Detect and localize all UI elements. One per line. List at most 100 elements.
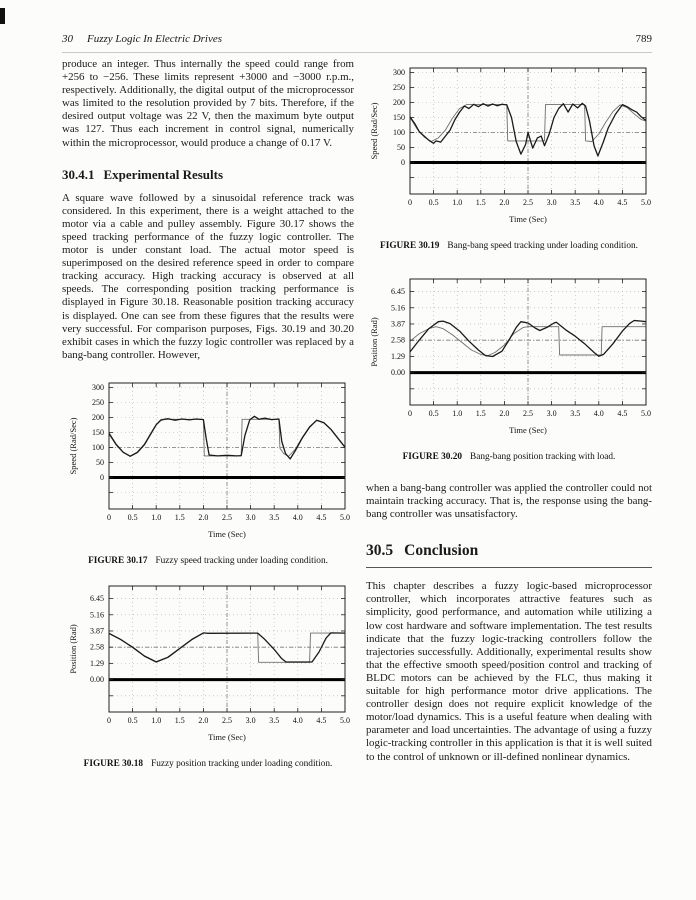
svg-text:6.45: 6.45 — [391, 287, 405, 296]
svg-text:3.87: 3.87 — [90, 626, 104, 635]
svg-text:1.5: 1.5 — [175, 513, 185, 522]
svg-text:200: 200 — [92, 413, 104, 422]
svg-text:3.0: 3.0 — [547, 198, 557, 207]
svg-text:3.0: 3.0 — [547, 409, 557, 418]
svg-text:1.0: 1.0 — [452, 198, 462, 207]
svg-text:2.0: 2.0 — [499, 409, 509, 418]
svg-text:3.5: 3.5 — [269, 716, 279, 725]
paragraph-bangbang: when a bang-bang controller was applied … — [366, 482, 652, 521]
svg-text:Speed (Rad/Sec): Speed (Rad/Sec) — [369, 102, 379, 159]
figure-caption: FIGURE 30.17 Fuzzy speed tracking under l… — [62, 556, 354, 566]
svg-text:0: 0 — [401, 158, 405, 167]
paragraph-intro: produce an integer. Thus internally the … — [62, 58, 354, 149]
svg-text:4.5: 4.5 — [617, 198, 627, 207]
svg-text:5.0: 5.0 — [641, 409, 651, 418]
svg-text:4.0: 4.0 — [594, 409, 604, 418]
svg-text:2.58: 2.58 — [391, 336, 405, 345]
paragraph-experimental: A square wave followed by a sinusoidal r… — [62, 191, 354, 361]
svg-text:2.0: 2.0 — [198, 716, 208, 725]
svg-text:4.0: 4.0 — [293, 513, 303, 522]
figure-30-18: 0 0.5 1.0 1.5 2.0 2.5 3.0 3.5 4.0 4.5 5.0 6.45 5.16 3… — [62, 578, 354, 769]
svg-text:Speed (Rad/Sec): Speed (Rad/Sec) — [68, 417, 78, 474]
svg-text:1.5: 1.5 — [476, 198, 486, 207]
svg-text:150: 150 — [92, 428, 104, 437]
svg-text:5.0: 5.0 — [340, 716, 350, 725]
fig19-chart: 0 0.5 1.0 1.5 2.0 2.5 3.0 3.5 4.0 4.5 5.0 300 250 200… — [366, 60, 652, 235]
section-number: 30.5 — [366, 542, 394, 560]
svg-text:3.5: 3.5 — [269, 513, 279, 522]
figure-caption-text: Bang-bang position tracking with load. — [470, 452, 616, 462]
svg-text:5.0: 5.0 — [340, 513, 350, 522]
svg-text:100: 100 — [92, 443, 104, 452]
figure-caption: FIGURE 30.19 Bang-bang speed tracking und… — [366, 241, 652, 251]
svg-text:6.45: 6.45 — [90, 594, 104, 603]
svg-text:Position (Rad): Position (Rad) — [68, 624, 78, 674]
svg-text:5.16: 5.16 — [90, 610, 104, 619]
svg-text:4.0: 4.0 — [293, 716, 303, 725]
svg-text:Position (Rad): Position (Rad) — [369, 317, 379, 367]
svg-text:0.5: 0.5 — [429, 198, 439, 207]
page-content: produce an integer. Thus internally the … — [62, 58, 652, 769]
svg-text:150: 150 — [393, 113, 405, 122]
svg-text:4.5: 4.5 — [316, 716, 326, 725]
figure-30-20: 0 0.5 1.0 1.5 2.0 2.5 3.0 3.5 4.0 4.5 5.0 6.45 5.16 3… — [366, 271, 652, 462]
figure-caption: FIGURE 30.18 Fuzzy position tracking unde… — [62, 759, 354, 769]
svg-text:2.5: 2.5 — [222, 513, 232, 522]
section-heading-30-5: 30.5 Conclusion — [366, 542, 652, 569]
figure-30-17: 0 0.5 1.0 1.5 2.0 2.5 3.0 3.5 4.0 4.5 5.0 300 250 200… — [62, 375, 354, 566]
svg-text:0: 0 — [408, 409, 412, 418]
svg-text:Time (Sec): Time (Sec) — [509, 425, 547, 435]
section-heading-30-4-1: 30.4.1 Experimental Results — [62, 167, 354, 183]
svg-text:3.87: 3.87 — [391, 319, 405, 328]
chapter-title: Fuzzy Logic In Electric Drives — [87, 33, 223, 45]
figure-label: FIGURE 30.17 — [88, 555, 148, 566]
fig17-chart: 0 0.5 1.0 1.5 2.0 2.5 3.0 3.5 4.0 4.5 5.0 300 250 200… — [62, 375, 354, 550]
figure-label: FIGURE 30.20 — [402, 452, 463, 462]
svg-text:0.00: 0.00 — [90, 675, 104, 684]
section-title: Conclusion — [404, 542, 479, 560]
svg-text:2.5: 2.5 — [523, 409, 533, 418]
svg-text:2.0: 2.0 — [499, 198, 509, 207]
svg-text:200: 200 — [393, 98, 405, 107]
fig20-chart: 0 0.5 1.0 1.5 2.0 2.5 3.0 3.5 4.0 4.5 5.0 6.45 5.16 3… — [366, 271, 652, 446]
svg-text:0: 0 — [107, 716, 111, 725]
svg-text:0.5: 0.5 — [429, 409, 439, 418]
svg-text:3.5: 3.5 — [570, 409, 580, 418]
figure-caption-text: Fuzzy position tracking under loading co… — [151, 758, 333, 769]
svg-text:2.5: 2.5 — [523, 198, 533, 207]
svg-text:Time (Sec): Time (Sec) — [208, 529, 246, 539]
svg-text:3.0: 3.0 — [246, 716, 256, 725]
svg-text:0: 0 — [107, 513, 111, 522]
figure-caption-text: Bang-bang speed tracking under loading c… — [447, 241, 638, 251]
svg-text:2.58: 2.58 — [90, 643, 104, 652]
svg-text:0.00: 0.00 — [391, 368, 405, 377]
svg-text:Time (Sec): Time (Sec) — [509, 214, 547, 224]
figure-caption: FIGURE 30.20 Bang-bang position tracking … — [366, 452, 652, 462]
svg-text:Time (Sec): Time (Sec) — [208, 732, 246, 742]
page-number: 789 — [635, 33, 653, 45]
svg-text:1.0: 1.0 — [151, 513, 161, 522]
section-title: Experimental Results — [103, 166, 224, 182]
left-column: produce an integer. Thus internally the … — [62, 58, 354, 769]
svg-text:0: 0 — [408, 198, 412, 207]
paragraph-conclusion: This chapter describes a fuzzy logic-bas… — [366, 580, 652, 763]
section-number: 30.4.1 — [62, 166, 95, 182]
svg-text:50: 50 — [397, 143, 405, 152]
svg-text:1.5: 1.5 — [476, 409, 486, 418]
svg-text:4.5: 4.5 — [316, 513, 326, 522]
svg-text:100: 100 — [393, 128, 405, 137]
svg-text:1.0: 1.0 — [452, 409, 462, 418]
svg-text:1.5: 1.5 — [175, 716, 185, 725]
svg-text:0: 0 — [100, 473, 104, 482]
chapter-number: 30 — [62, 33, 73, 45]
scan-artifact — [0, 8, 5, 24]
figure-caption-text: Fuzzy speed tracking under loading condi… — [155, 555, 328, 566]
svg-text:0.5: 0.5 — [128, 716, 138, 725]
fig18-chart: 0 0.5 1.0 1.5 2.0 2.5 3.0 3.5 4.0 4.5 5.0 6.45 5.16 3… — [62, 578, 354, 753]
svg-text:3.0: 3.0 — [246, 513, 256, 522]
svg-text:4.0: 4.0 — [594, 198, 604, 207]
svg-text:50: 50 — [96, 458, 104, 467]
svg-text:0.5: 0.5 — [128, 513, 138, 522]
svg-text:300: 300 — [393, 68, 405, 77]
svg-text:250: 250 — [92, 398, 104, 407]
